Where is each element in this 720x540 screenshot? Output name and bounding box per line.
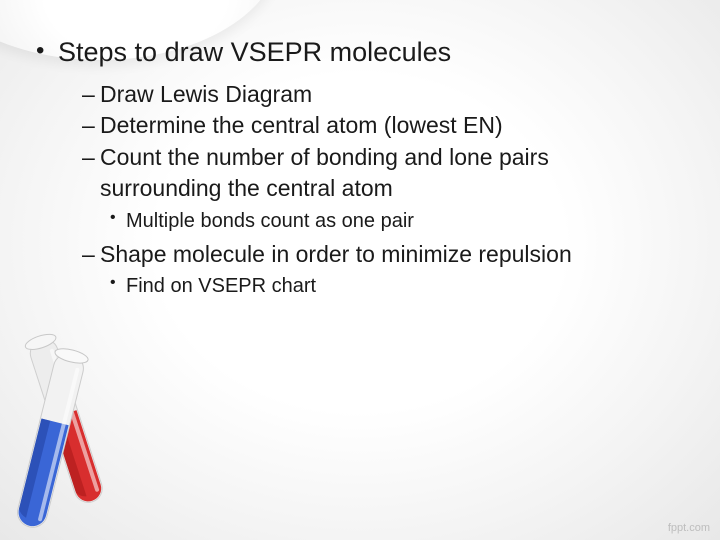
bullet-lvl3-item: Find on VSEPR chart bbox=[108, 273, 690, 299]
bullet-lvl2-item: Shape molecule in order to minimize repu… bbox=[82, 240, 690, 269]
slide-content: Steps to draw VSEPR molecules Draw Lewis… bbox=[34, 36, 690, 305]
test-tubes-graphic bbox=[0, 320, 150, 540]
bullet-lvl2-item: Determine the central atom (lowest EN) bbox=[82, 111, 690, 140]
watermark-text: fppt.com bbox=[668, 522, 710, 534]
bullet-lvl2-item: Count the number of bonding and lone pai… bbox=[82, 143, 690, 172]
bullet-lvl1-title: Steps to draw VSEPR molecules bbox=[34, 36, 690, 70]
bullet-lvl3-item: Multiple bonds count as one pair bbox=[108, 208, 690, 234]
bullet-lvl2-item: Draw Lewis Diagram bbox=[82, 80, 690, 109]
bullet-lvl2-continuation: surrounding the central atom bbox=[82, 174, 690, 203]
